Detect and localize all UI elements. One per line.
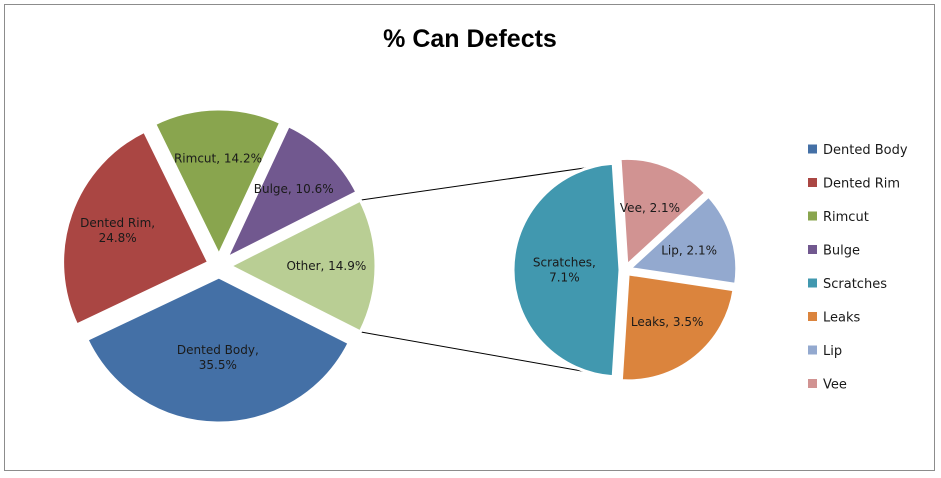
slice-dented-body [84,275,352,425]
label-other: Other, 14.9% [286,259,366,273]
connector-lines [360,164,607,376]
slice-other [226,198,378,334]
label-rimcut: Rimcut, 14.2% [174,152,262,166]
legend-swatch-dented-rim [808,178,817,187]
legend-swatch-dented-body [808,144,817,154]
legend-label-leaks: Leaks [823,311,861,326]
legend-swatch-leaks [808,312,817,321]
slice-labels: Dented Body, 35.5% Dented Rim, 24.8% Rimcut,… [80,152,717,372]
chart-area: % Can Defects Dented Body, 35.5% Dented Ri… [4,4,935,471]
secondary-pie [511,156,739,383]
label-dented-body: Dented Body, 35.5% [177,343,259,372]
label-scratches: Scratches, 7.1% [533,256,596,285]
slice-leaks [619,272,736,383]
slice-bulge [223,123,359,262]
slice-vee [618,156,708,269]
legend-label-lip: Lip [823,344,842,359]
label-dented-rim: Dented Rim, 24.8% [80,216,155,245]
label-leaks: Leaks, 3.5% [631,315,704,329]
legend-swatch-scratches [808,278,817,288]
legend-label-dented-rim: Dented Rim [823,177,900,192]
legend-label-dented-body: Dented Body [823,143,908,158]
legend-swatch-bulge [808,245,817,254]
legend-label-bulge: Bulge [823,244,860,259]
legend: Dented Body Dented Rim Rimcut Bulge Scratche… [808,143,908,393]
legend-label-rimcut: Rimcut [823,210,869,225]
legend-swatch-vee [808,379,817,388]
slice-dented-rim [61,129,211,327]
connector-line-bottom [360,331,607,376]
legend-swatch-rimcut [808,211,817,221]
connector-line-top [360,164,603,201]
legend-label-vee: Vee [823,378,847,393]
chart-title: % Can Defects [383,25,557,53]
primary-pie [61,107,378,425]
pie-of-pie-chart: % Can Defects Dented Body, 35.5% Dented Ri… [61,25,908,425]
legend-swatch-lip [808,345,817,355]
legend-label-scratches: Scratches [823,277,887,292]
slice-lip [626,194,739,287]
slice-scratches [511,161,622,379]
label-vee: Vee, 2.1% [620,201,680,215]
label-bulge: Bulge, 10.6% [254,182,334,196]
slice-rimcut [152,107,283,259]
label-lip: Lip, 2.1% [661,243,717,257]
